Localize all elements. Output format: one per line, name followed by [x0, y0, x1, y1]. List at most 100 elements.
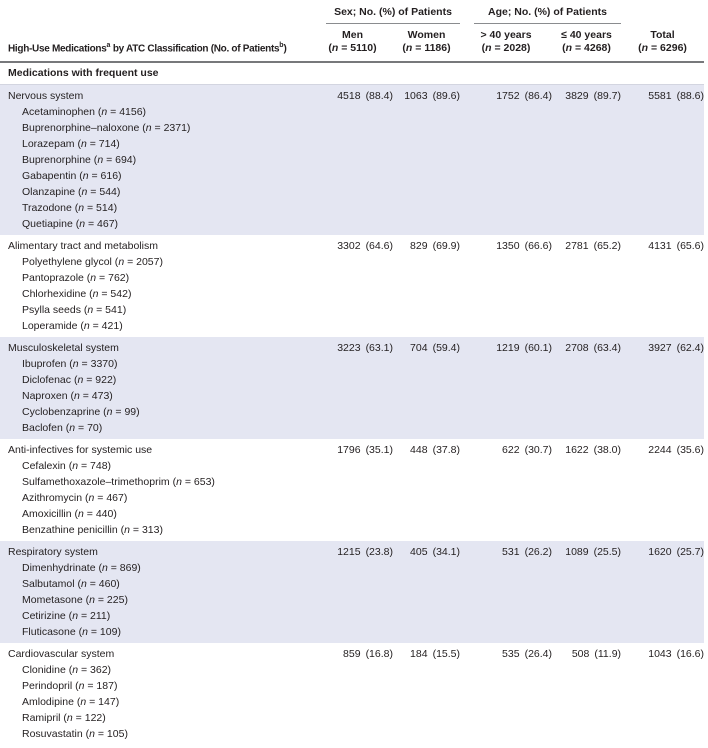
stat-cell-empty: [460, 522, 552, 541]
medication-row: Psylla seeds (n = 541): [0, 302, 704, 318]
stat-cell-empty: [393, 662, 460, 678]
stat-cell-empty: [621, 270, 704, 286]
stat-cell-empty: [460, 356, 553, 372]
stat-count: 829: [410, 240, 428, 252]
stat-percent: (16.6): [676, 648, 705, 660]
medication-label: Cefalexin (n = 748): [22, 460, 112, 472]
medication-row: Pantoprazole (n = 762): [0, 270, 704, 286]
stat-cell-empty: [460, 404, 553, 420]
total-spanner-spacer: [621, 0, 704, 24]
stat-cell-empty: [312, 624, 393, 643]
stat-cell-empty: [312, 286, 393, 302]
stat-cell-empty: [552, 522, 621, 541]
medication-label: Polyethylene glycol (n = 2057): [22, 256, 163, 268]
stat-cell-empty: [312, 168, 393, 184]
stat-count: 2781: [565, 240, 589, 252]
stat-cell-empty: [621, 678, 704, 694]
col-n: (n = 2028): [481, 42, 531, 54]
title-text-end: ): [283, 43, 287, 54]
medication-label: Chlorhexidine (n = 542): [22, 288, 132, 300]
category-row: Musculoskeletal system 3223 (63.1) 704 (59.4…: [0, 337, 705, 356]
stat-percent: (60.1): [524, 342, 553, 354]
medication-label: Lorazepam (n = 714): [0, 136, 312, 152]
stat-cell-empty: [393, 152, 461, 168]
stat-cell-empty: [621, 404, 705, 420]
stat-cell-empty: [460, 254, 552, 270]
stat-cell-empty: [621, 624, 705, 643]
stat-cell-empty: [552, 624, 622, 643]
stat-count: 535: [502, 648, 520, 660]
stat-cell-empty: [552, 560, 622, 576]
stat-percent: (64.6): [365, 240, 393, 252]
stat-count: 2708: [565, 342, 589, 354]
medication-label: Clonidine (n = 362): [22, 664, 112, 676]
stat-cell-empty: [460, 608, 553, 624]
stat-cell-empty: [552, 474, 621, 490]
col-n: (n = 4268): [562, 42, 611, 54]
stat-cell: 1796 (35.1): [312, 439, 393, 458]
stat-cell: 448 (37.8): [393, 439, 460, 458]
stat-cell-empty: [312, 608, 393, 624]
stat-count: 1752: [496, 90, 520, 102]
stat-cell-empty: [460, 726, 552, 745]
spanner-spacer: [0, 0, 312, 24]
stat-cell-empty: [393, 200, 461, 216]
stat-cell-empty: [621, 388, 705, 404]
medication-row: Chlorhexidine (n = 542): [0, 286, 704, 302]
stat-cell-empty: [621, 490, 704, 506]
stat-cell-empty: [552, 726, 621, 745]
stat-cell-empty: [552, 184, 622, 200]
medication-row: Ibuprofen (n = 3370): [0, 356, 705, 372]
sex-spanner: Sex; No. (%) of Patients: [312, 0, 461, 24]
stat-cell-empty: [621, 726, 704, 745]
stat-cell-empty: [460, 474, 552, 490]
medication-label: Mometasone (n = 225): [0, 592, 312, 608]
stat-cell-empty: [312, 458, 393, 474]
stat-cell-empty: [312, 420, 393, 439]
stat-count: 405: [410, 546, 428, 558]
table-body: Medications with frequent use Nervous sy…: [0, 62, 705, 745]
stat-percent: (35.1): [365, 444, 393, 456]
medication-row: Lorazepam (n = 714): [0, 136, 705, 152]
stat-cell-empty: [393, 254, 460, 270]
stat-cell-empty: [552, 254, 621, 270]
stat-cell-empty: [621, 420, 705, 439]
stat-cell-empty: [393, 726, 460, 745]
stat-cell-empty: [460, 458, 552, 474]
stat-cell: 2781 (65.2): [552, 235, 621, 254]
stat-percent: (89.7): [593, 90, 622, 102]
title-text-mid: by ATC Classification (No. of Patients: [110, 43, 280, 54]
stat-cell: 2708 (63.4): [552, 337, 622, 356]
stat-cell-empty: [312, 576, 393, 592]
stat-cell-empty: [621, 136, 705, 152]
stat-cell-empty: [393, 120, 461, 136]
stat-cell: 3223 (63.1): [312, 337, 393, 356]
stat-cell: 405 (34.1): [393, 541, 461, 560]
stat-cell: 2244 (35.6): [621, 439, 704, 458]
medication-label: Baclofen (n = 70): [0, 420, 312, 439]
stat-cell-empty: [552, 270, 621, 286]
medication-row: Perindopril (n = 187): [0, 678, 704, 694]
category-label: Respiratory system: [0, 541, 312, 560]
stat-count: 508: [571, 648, 590, 660]
footnote-marker-a: a: [106, 41, 111, 49]
stat-cell-empty: [621, 200, 705, 216]
stat-cell-empty: [552, 710, 621, 726]
stat-cell-empty: [460, 318, 552, 337]
medication-row: Amlodipine (n = 147): [0, 694, 704, 710]
stat-cell-empty: [393, 388, 461, 404]
stat-cell-empty: [393, 168, 461, 184]
stat-cell-empty: [312, 694, 393, 710]
medication-label: Azithromycin (n = 467): [22, 492, 128, 504]
col-header-under40: ≤ 40 years (n = 4268): [552, 24, 622, 63]
stat-cell-empty: [393, 404, 461, 420]
medication-row: Azithromycin (n = 467): [0, 490, 704, 506]
stat-cell-empty: [621, 104, 705, 120]
stat-cell-empty: [552, 356, 622, 372]
stat-cell-empty: [621, 710, 704, 726]
stat-cell-empty: [460, 490, 552, 506]
category-label: Alimentary tract and metabolism: [8, 240, 158, 252]
stat-cell-empty: [552, 302, 621, 318]
medication-label: Pantoprazole (n = 762): [22, 272, 130, 284]
stat-count: 4518: [337, 90, 361, 102]
